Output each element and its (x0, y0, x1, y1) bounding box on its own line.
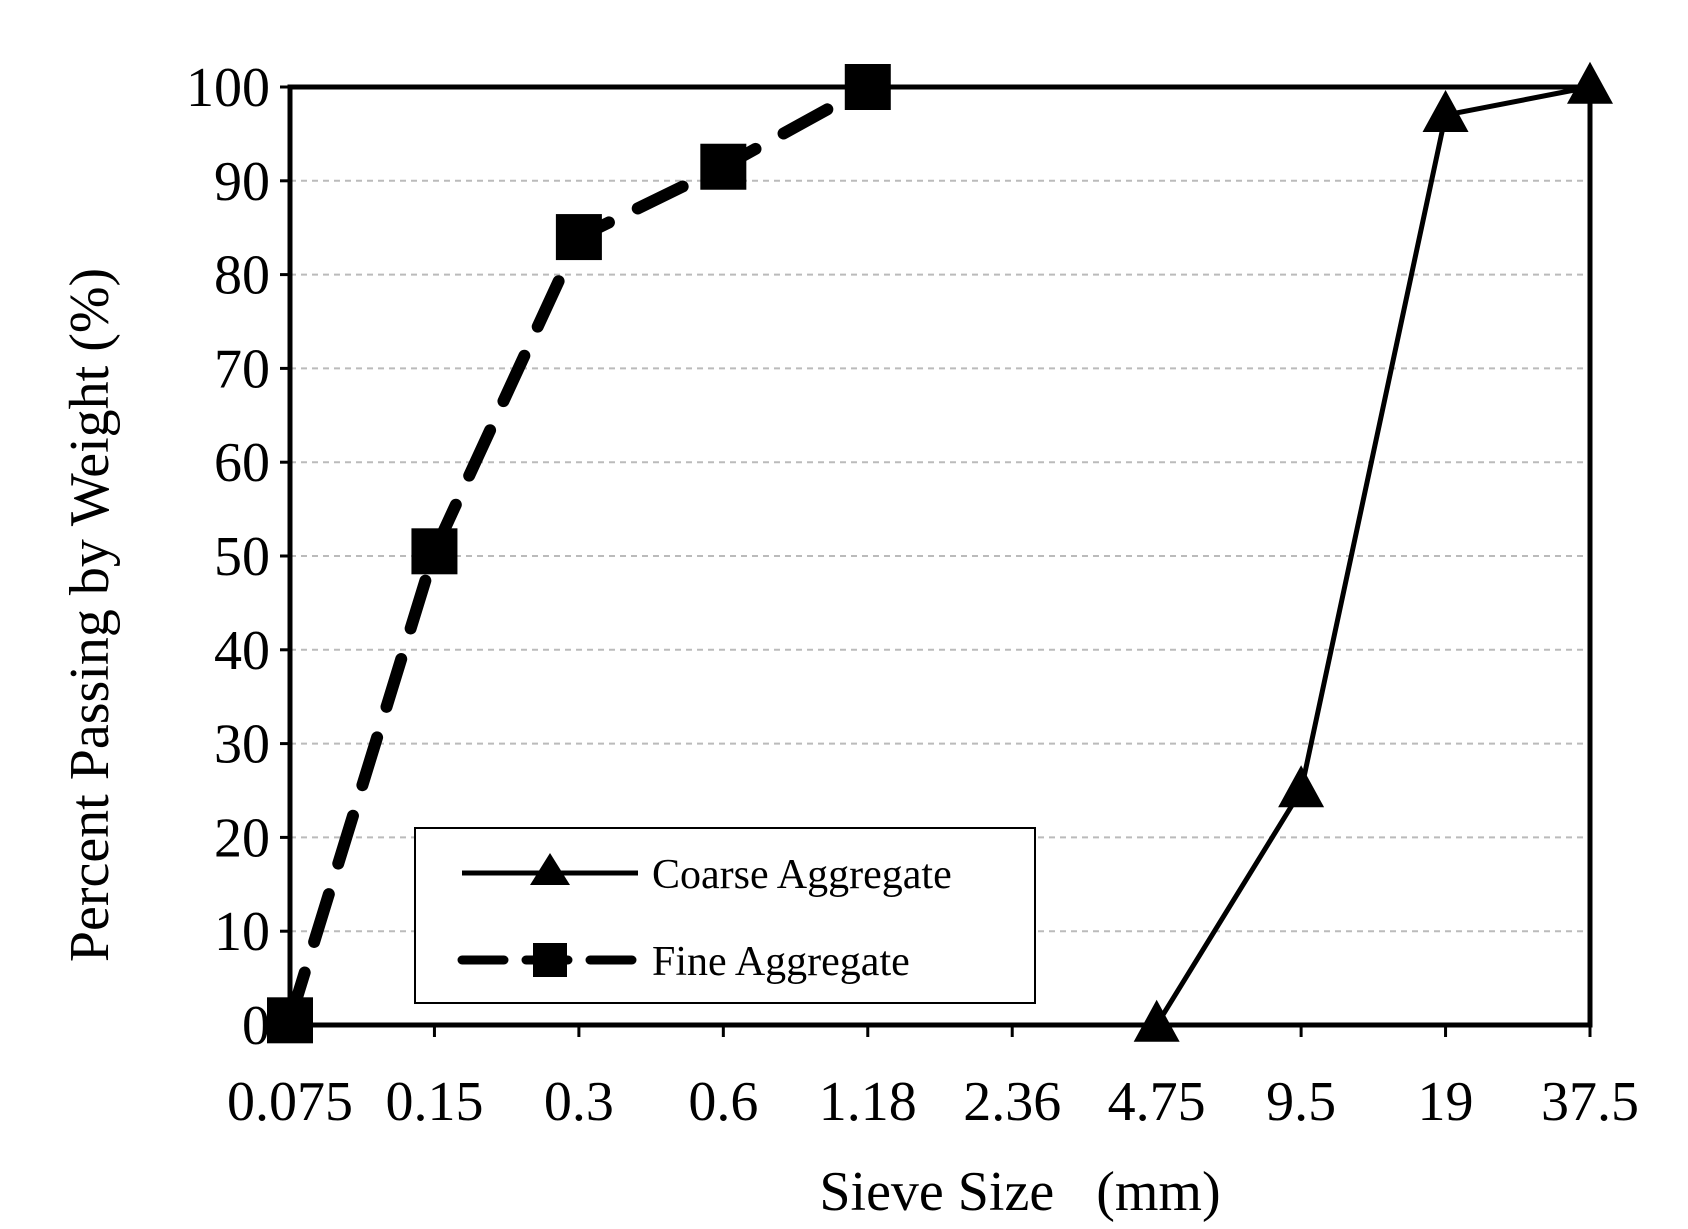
x-tick-label: 9.5 (1266, 1071, 1336, 1133)
x-axis-ticks: 0.075 0.15 0.3 0.6 1.18 2.36 4.75 9.5 19 37.5 (227, 1025, 1639, 1133)
x-tick-label: 0.15 (385, 1071, 483, 1133)
legend-square-marker (533, 943, 567, 977)
x-axis-title: Sieve Size (mm) (819, 1161, 1220, 1223)
x-tick-label: 4.75 (1108, 1071, 1206, 1133)
y-tick-label: 80 (214, 245, 270, 307)
y-tick-label: 40 (214, 620, 270, 682)
legend-label-fine: Fine Aggregate (652, 939, 910, 985)
fine-aggregate-point (844, 64, 891, 110)
x-tick-label: 0.075 (227, 1071, 353, 1133)
y-tick-label: 0 (242, 995, 270, 1057)
legend: Coarse Aggregate Fine Aggregate (414, 827, 1036, 1004)
legend-label-coarse: Coarse Aggregate (652, 852, 952, 898)
fine-aggregate-point (555, 214, 602, 261)
x-tick-label: 19 (1418, 1071, 1474, 1133)
coarse-aggregate-point (1133, 999, 1180, 1042)
legend-triangle-marker (530, 853, 570, 885)
x-tick-label: 0.3 (544, 1071, 614, 1133)
coarse-aggregate-point (1422, 89, 1469, 132)
coarse-aggregate-line (1154, 84, 1591, 1027)
y-tick-label: 100 (186, 57, 270, 119)
y-tick-label: 30 (214, 714, 270, 776)
data-series (267, 61, 1613, 1044)
y-axis-ticks: 0 10 20 30 40 50 60 70 80 90 100 (186, 57, 290, 1057)
y-tick-label: 20 (214, 807, 270, 869)
coarse-aggregate-point (1278, 765, 1325, 808)
grid-lines (290, 179, 1590, 933)
coarse-aggregate-point (1567, 61, 1613, 104)
y-tick-label: 50 (214, 526, 270, 588)
y-tick-label: 90 (214, 151, 270, 213)
fine-aggregate-point (267, 997, 313, 1044)
x-tick-label: 37.5 (1541, 1071, 1639, 1133)
fine-aggregate-point (700, 143, 747, 190)
y-tick-label: 10 (214, 901, 270, 963)
legend-box (414, 827, 1036, 1004)
fine-aggregate-point (411, 528, 458, 575)
x-tick-label: 1.18 (819, 1071, 917, 1133)
x-tick-label: 0.6 (688, 1071, 758, 1133)
y-tick-label: 60 (214, 432, 270, 494)
x-tick-label: 2.36 (963, 1071, 1061, 1133)
y-tick-label: 70 (214, 338, 270, 400)
y-axis-title: Percent Passing by Weight (%) (59, 268, 121, 962)
